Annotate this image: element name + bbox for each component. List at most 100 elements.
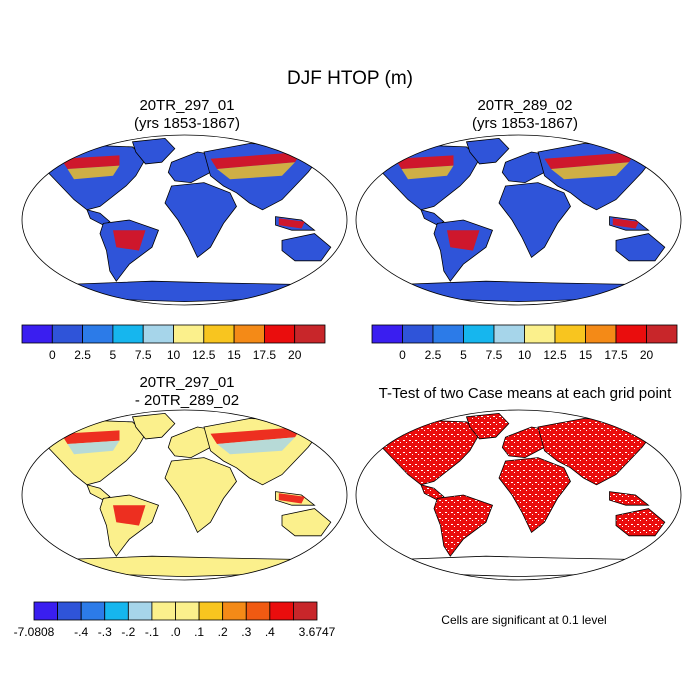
colorbar-3-tick-label: .2	[218, 625, 228, 639]
colorbar-3-swatch	[104, 601, 129, 621]
colorbar-2-tick-label: 5	[460, 348, 467, 362]
continent-africa	[164, 182, 237, 259]
mid-region	[67, 165, 120, 180]
high-region	[278, 218, 305, 229]
colorbar-2-tick-label: 2.5	[425, 348, 442, 362]
mid-region	[67, 440, 120, 455]
panel-3: 20TR_297_01 - 20TR_289_02 -7.0808 -.4 -.3-…	[14, 374, 348, 639]
continent-europe	[501, 151, 552, 184]
mid-region	[551, 162, 629, 180]
panel-2-colorbar: 0 2.5 5 7.5 10 12.5 15 17.5 20	[371, 324, 678, 362]
panel-3-map	[21, 409, 348, 581]
colorbar-1-tick-label: 15	[227, 348, 241, 362]
continent-indonesia	[609, 491, 650, 506]
continent-greenland	[465, 137, 510, 165]
panel-1-title: 20TR_297_01	[139, 97, 234, 114]
colorbar-3-tick-label: 3.6747	[299, 625, 336, 639]
colorbar-3-tick-label: -.1	[145, 625, 159, 639]
panel-4-map	[355, 409, 682, 581]
colorbar-3-tick-label: -7.0808	[14, 625, 55, 639]
colorbar-1-tick-label: 7.5	[135, 348, 152, 362]
colorbar-2-swatch	[463, 324, 495, 344]
high-region	[210, 427, 302, 444]
continent-greenland	[131, 137, 176, 165]
mid-region	[401, 165, 454, 180]
continent-southAmerica	[433, 494, 494, 557]
colorbar-3-tick-label: .3	[241, 625, 251, 639]
continent-africa	[498, 182, 571, 259]
panel-2-map	[355, 134, 682, 306]
high-region	[61, 430, 120, 444]
colorbar-3-swatch	[127, 601, 153, 621]
high-region	[447, 230, 480, 251]
colorbar-1-swatch	[233, 324, 265, 344]
high-region	[113, 230, 146, 251]
panel-1-map	[21, 134, 348, 306]
mid-region	[217, 437, 295, 455]
continent-africa	[498, 457, 571, 534]
colorbar-2-swatch	[402, 324, 434, 344]
colorbar-3-swatch	[293, 601, 318, 621]
colorbar-2-tick-label: 0	[399, 348, 406, 362]
colorbar-3-tick-label: .0	[170, 625, 180, 639]
continent-europe	[501, 426, 552, 459]
colorbar-1-tick-label: 20	[288, 348, 302, 362]
colorbar-1-swatch	[82, 324, 114, 344]
colorbar-2-swatch	[615, 324, 647, 344]
colorbar-3-tick-label: -.3	[98, 625, 112, 639]
colorbar-1-tick-label: 17.5	[253, 348, 277, 362]
map-land	[40, 412, 332, 578]
colorbar-1-swatch	[142, 324, 174, 344]
colorbar-3-swatch	[269, 601, 294, 621]
map-land	[374, 412, 666, 578]
colorbar-3-swatch	[33, 601, 58, 621]
colorbar-3-swatch	[151, 601, 176, 621]
colorbar-3-tick-label: -.2	[121, 625, 135, 639]
high-region	[61, 155, 120, 169]
colorbar-2-swatch	[371, 324, 403, 344]
colorbar-1-swatch	[21, 324, 53, 344]
colorbar-2-tick-label: 10	[518, 348, 532, 362]
panel-2-title: 20TR_289_02	[477, 97, 572, 114]
high-region	[395, 155, 454, 169]
panel-1: 20TR_297_01 (yrs 1853-1867) 0 2.5 5 7.5 10 12…	[21, 97, 348, 362]
colorbar-1-swatch	[51, 324, 83, 344]
colorbar-2-swatch	[646, 324, 678, 344]
map-border	[355, 409, 682, 581]
colorbar-2-swatch	[554, 324, 586, 344]
continent-europe	[167, 426, 218, 459]
panel-1-colorbar: 0 2.5 5 7.5 10 12.5 15 17.5 20	[21, 324, 326, 362]
panel-2: 20TR_289_02 (yrs 1853-1867) 0 2.5 5 7.5 10 12…	[355, 97, 682, 362]
high-region	[612, 218, 639, 229]
map-border	[21, 409, 348, 581]
map-border	[21, 134, 348, 306]
colorbar-3-tick-label: -.4	[74, 625, 88, 639]
continent-greenland	[465, 412, 510, 440]
colorbar-1-tick-label: 0	[49, 348, 56, 362]
panel-1-subtitle: (yrs 1853-1867)	[134, 115, 240, 132]
continent-europe	[167, 151, 218, 184]
colorbar-3-swatch	[57, 601, 82, 621]
continent-australia	[281, 508, 332, 537]
colorbar-3-swatch	[222, 601, 247, 621]
colorbar-3-swatch	[245, 601, 271, 621]
colorbar-3-swatch	[80, 601, 106, 621]
continent-antarctica	[59, 555, 310, 578]
colorbar-1-swatch	[203, 324, 235, 344]
colorbar-1-swatch	[112, 324, 144, 344]
colorbar-1-tick-label: 10	[167, 348, 181, 362]
colorbar-3-swatch	[198, 601, 224, 621]
colorbar-1-swatch	[173, 324, 205, 344]
panel-4: T-Test of two Case means at each grid po…	[355, 385, 682, 627]
colorbar-2-tick-label: 17.5	[604, 348, 628, 362]
high-region	[113, 505, 146, 526]
continent-antarctica	[393, 280, 644, 303]
continent-africa	[164, 457, 237, 534]
colorbar-2-swatch	[585, 324, 617, 344]
mid-region	[217, 162, 295, 180]
panel-3-title: 20TR_297_01	[139, 374, 234, 391]
colorbar-3-tick-label: .4	[265, 625, 275, 639]
high-region	[278, 493, 305, 504]
colorbar-2-swatch	[432, 324, 464, 344]
